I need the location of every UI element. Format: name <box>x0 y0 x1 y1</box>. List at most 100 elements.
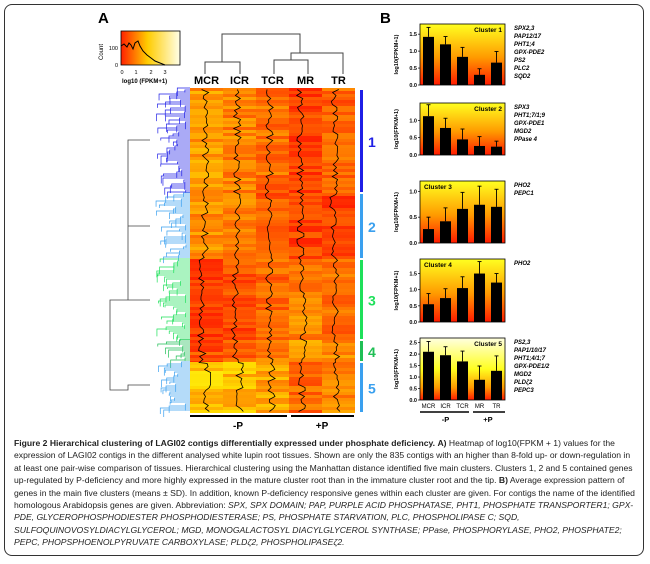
heatmap-cell <box>190 277 223 280</box>
heatmap-cell <box>289 358 322 361</box>
heatmap-cell <box>223 395 256 398</box>
caption-a-label: A) <box>437 438 447 448</box>
y-tick-label: 0.5 <box>409 215 417 221</box>
dendrogram-branch <box>163 256 190 264</box>
gene-label: PAP12/17 <box>514 34 542 40</box>
heatmap-cell <box>256 301 289 304</box>
dendrogram-branch <box>165 242 190 248</box>
heatmap-cell <box>289 244 322 247</box>
heatmap-cell <box>256 154 289 157</box>
dendrogram-branch <box>168 330 190 334</box>
heatmap-cell <box>190 112 223 115</box>
dendrogram-branch <box>169 220 190 224</box>
y-tick-label: 2.0 <box>409 352 417 358</box>
gene-label: PPase 4 <box>514 137 538 143</box>
heatmap-cell <box>256 298 289 301</box>
dendrogram-branch <box>165 347 190 355</box>
heatmap-cell <box>190 184 223 187</box>
trace-line <box>264 89 276 412</box>
dendrogram-branch <box>177 373 190 377</box>
dendrogram-branch <box>168 290 190 294</box>
gene-label: PS2,3 <box>514 340 531 346</box>
heatmap-cell <box>190 202 223 205</box>
heatmap-cell <box>289 214 322 217</box>
heatmap-cell <box>223 235 256 238</box>
dendrogram-branch <box>171 222 190 229</box>
heatmap-cell <box>289 205 322 208</box>
heatmap-cell <box>289 199 322 202</box>
heatmap-cell <box>322 358 355 361</box>
heatmap-cell <box>256 274 289 277</box>
cluster-bar-3 <box>360 260 363 339</box>
gene-label: PLDζ2 <box>514 380 533 386</box>
dendrogram-branch <box>161 226 190 232</box>
dendrogram-branch <box>170 399 190 404</box>
heatmap-cell <box>256 280 289 283</box>
heatmap-cell <box>256 199 289 202</box>
heatmap-cell <box>289 292 322 295</box>
dendrogram-branch <box>166 129 190 134</box>
bar-tcr <box>457 288 468 322</box>
heatmap-cell <box>289 328 322 331</box>
dendrogram-branch <box>166 159 190 163</box>
heatmap-cell <box>256 169 289 172</box>
dendrogram-branch <box>180 353 190 359</box>
heatmap-cell <box>223 322 256 325</box>
gene-label: GPX-PDE1/2 <box>514 364 550 370</box>
heatmap-cell <box>223 401 256 404</box>
dendrogram-branch <box>177 334 190 340</box>
heatmap-cell <box>322 133 355 136</box>
heatmap-cell <box>289 166 322 169</box>
heatmap-cell <box>322 250 355 253</box>
legend-ytick: 100 <box>109 46 118 52</box>
dendrogram-branch <box>184 403 190 411</box>
heatmap-cell <box>190 259 223 262</box>
heatmap-cell <box>322 241 355 244</box>
heatmap-cell <box>289 133 322 136</box>
heatmap-cell <box>256 118 289 121</box>
heatmap-cell <box>289 232 322 235</box>
heatmap-cell <box>289 343 322 346</box>
dendrogram-branch <box>183 179 190 184</box>
heatmap-cell <box>322 235 355 238</box>
dendrogram-branch <box>170 359 190 368</box>
heatmap-cell <box>256 235 289 238</box>
heatmap-cell <box>256 187 289 190</box>
cluster-bar-2 <box>360 194 363 258</box>
heatmap-cell <box>223 241 256 244</box>
dendrogram-branch <box>179 338 190 342</box>
heatmap-cell <box>322 301 355 304</box>
dendrogram-branch <box>173 268 190 274</box>
heatmap-cell <box>289 115 322 118</box>
heatmap-cell <box>190 355 223 358</box>
heatmap-cell <box>190 196 223 199</box>
heatmap-cell <box>223 163 256 166</box>
heatmap-cell <box>190 205 223 208</box>
heatmap-cell <box>322 100 355 103</box>
heatmap-cell <box>322 151 355 154</box>
heatmap-cell <box>190 175 223 178</box>
heatmap-cell <box>289 106 322 109</box>
heatmap-cell <box>289 316 322 319</box>
dendrogram-branch <box>164 202 190 206</box>
heatmap-cell <box>223 265 256 268</box>
dendrogram-branch <box>167 286 190 290</box>
heatmap-cell <box>256 371 289 374</box>
heatmap-cell <box>256 380 289 383</box>
heatmap-cell <box>256 97 289 100</box>
bar-tr <box>491 282 502 322</box>
heatmap-cell <box>289 407 322 410</box>
heatmap-cell <box>223 205 256 208</box>
heatmap-cell <box>289 100 322 103</box>
heatmap-cell <box>223 247 256 250</box>
dendrogram-branch <box>169 95 190 100</box>
heatmap-cell <box>256 383 289 386</box>
heatmap-cell <box>322 316 355 319</box>
heatmap-cell <box>223 103 256 106</box>
heatmap-cell <box>289 169 322 172</box>
y-tick-label: 0.0 <box>409 241 417 247</box>
heatmap-cell <box>190 319 223 322</box>
heatmap-cell <box>256 286 289 289</box>
legend-ylabel: Count <box>99 44 105 60</box>
heatmap-cell <box>190 100 223 103</box>
